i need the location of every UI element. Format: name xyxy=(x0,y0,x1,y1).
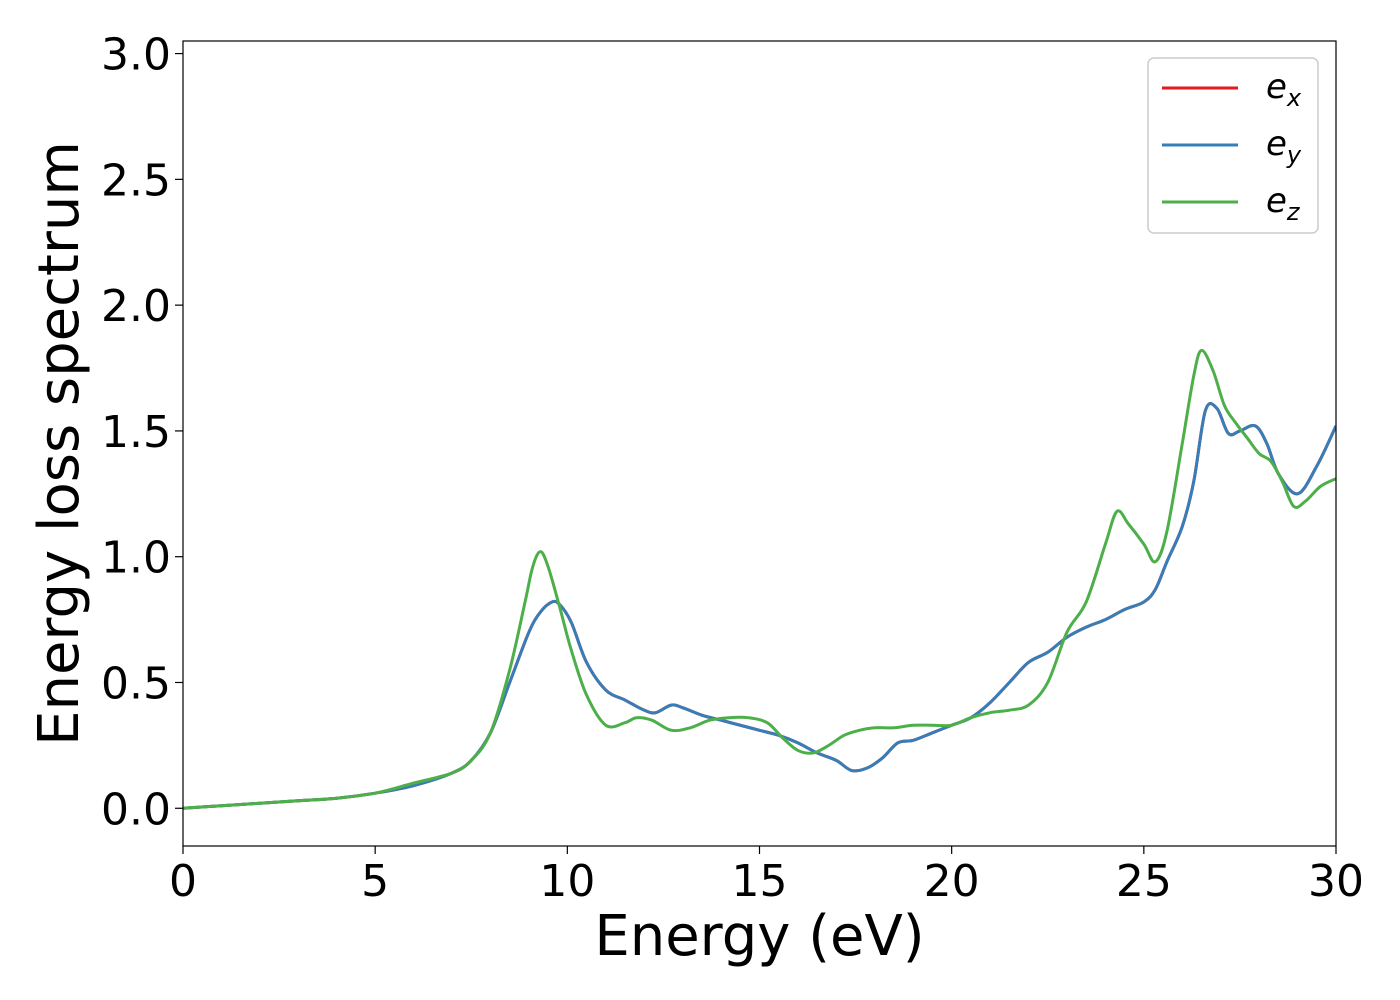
series-line-ey xyxy=(183,402,1336,810)
series-lines xyxy=(183,348,1336,810)
tick-group: 0 5 10 15 20 25 30 0.0 0.5 1.0 1.5 2.0 2.5 3.0 xyxy=(101,30,1364,907)
y-axis-label: Energy loss spectrum xyxy=(27,141,92,746)
x-axis-label: Energy (eV) xyxy=(594,904,924,969)
y-tick-label: 3.0 xyxy=(101,30,171,81)
y-tick-label: 2.0 xyxy=(101,281,171,332)
x-tick-label: 20 xyxy=(924,856,980,907)
x-tick-label: 25 xyxy=(1116,856,1172,907)
y-tick-label: 2.5 xyxy=(101,155,171,206)
legend-entry: ey xyxy=(1266,124,1302,169)
y-tick-label: 0.0 xyxy=(101,784,171,835)
series-line-ex xyxy=(183,402,1336,810)
y-tick-label: 1.5 xyxy=(101,407,171,458)
legend-entry: ez xyxy=(1266,181,1301,226)
legend: ex ey ez xyxy=(1147,57,1319,234)
plot-frame xyxy=(182,40,1337,847)
x-tick-label: 30 xyxy=(1308,856,1364,907)
y-tick-label: 1.0 xyxy=(101,533,171,584)
series-line-ez xyxy=(183,348,1336,810)
x-tick-label: 15 xyxy=(732,856,788,907)
y-tick-label: 0.5 xyxy=(101,658,171,709)
x-tick-label: 10 xyxy=(539,856,595,907)
legend-entry: ex xyxy=(1266,67,1302,112)
x-tick-label: 5 xyxy=(361,856,389,907)
x-tick-label: 0 xyxy=(169,856,197,907)
